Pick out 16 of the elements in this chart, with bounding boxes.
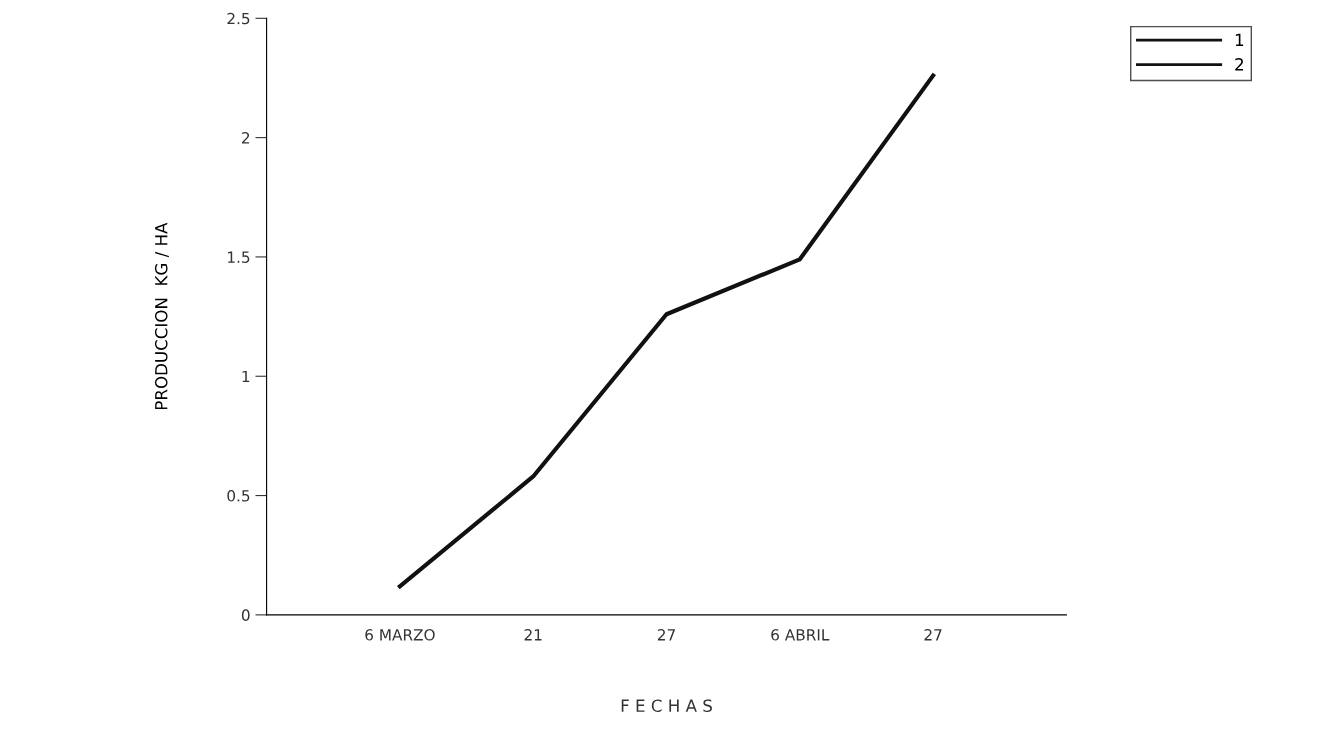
legend-label: 2 [1235,58,1243,71]
y-tick-label: 2.5 [227,12,250,25]
line-series [397,73,936,589]
x-tick-label: 6 MARZO [365,629,435,641]
x-axis-title: F E C H A S [621,699,712,713]
y-tick-label: 2 [242,132,250,144]
y-tick-label: 0 [241,609,250,621]
y-tick-label: 0.5 [227,490,250,502]
y-axis-title: PRODUCCION KG / HA [154,222,169,410]
y-tick-label: 1 [242,370,250,383]
x-tick-label: 27 [657,629,675,641]
y-tick-label: 1.5 [228,251,250,263]
x-tick-label: 27 [924,629,942,641]
legend-label: 1 [1235,33,1244,46]
x-tick-label: 6 ABRIL [771,629,830,641]
x-tick-label: 21 [524,629,542,641]
